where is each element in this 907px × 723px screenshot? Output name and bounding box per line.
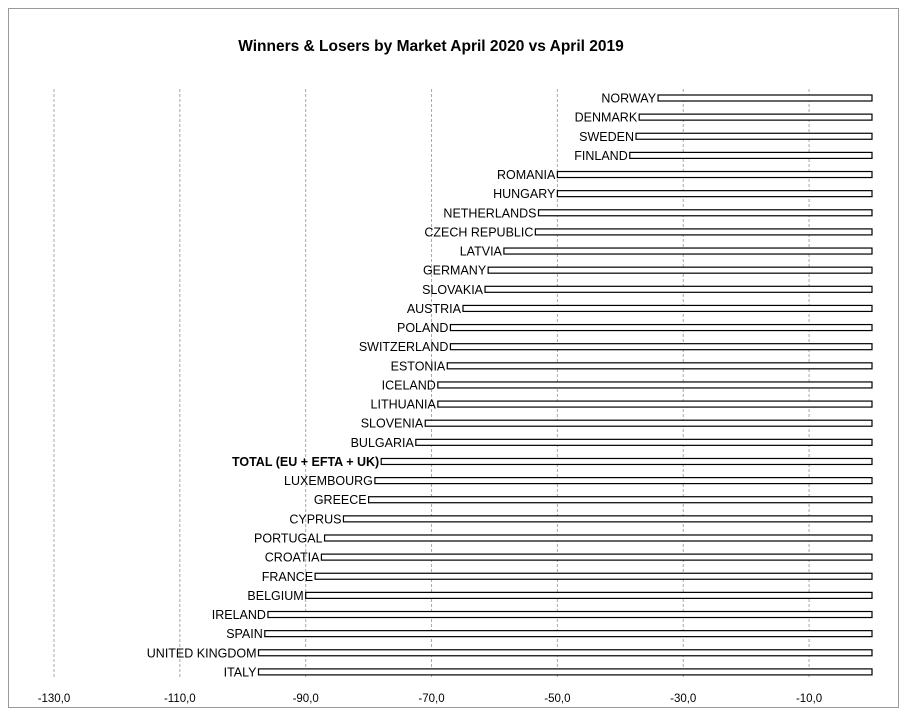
bar [257, 649, 873, 657]
bar [314, 572, 873, 580]
bar [415, 438, 873, 446]
bar [368, 496, 873, 504]
bar [305, 591, 873, 599]
bar [484, 285, 873, 293]
category-label: ITALY [224, 665, 258, 679]
category-label: FINLAND [574, 149, 627, 163]
category-label: HUNGARY [493, 187, 556, 201]
bar [437, 381, 873, 389]
category-label: CZECH REPUBLIC [424, 225, 533, 239]
bars [257, 94, 873, 676]
chart-title: Winners & Losers by Market April 2020 vs… [238, 38, 624, 55]
bar [657, 94, 873, 102]
x-axis-ticks: -130,0 -110,0 -90,0 -70,0 -50,0 -30,0 -10,0 [38, 693, 822, 705]
bar [264, 630, 873, 638]
category-label: POLAND [397, 321, 448, 335]
bar [556, 170, 873, 179]
x-tick-label: -10,0 [796, 693, 822, 705]
x-tick-label: -130,0 [38, 693, 71, 705]
category-label: PORTUGAL [254, 531, 323, 545]
bar [462, 304, 873, 313]
x-tick-label: -70,0 [418, 693, 444, 705]
chart-frame: Winners & Losers by Market April 2020 vs… [8, 8, 899, 708]
category-label: ROMANIA [497, 168, 556, 182]
x-tick-label: -30,0 [670, 693, 696, 705]
category-label: BELGIUM [247, 589, 303, 603]
bar [449, 323, 873, 332]
bar [503, 247, 873, 255]
bar [556, 190, 873, 198]
category-label: AUSTRIA [407, 302, 462, 316]
category-label: LITHUANIA [371, 398, 437, 412]
bar [424, 419, 873, 427]
category-label: GREECE [314, 493, 367, 507]
bar [446, 362, 873, 370]
category-label: ESTONIA [391, 359, 446, 373]
category-label: DENMARK [575, 111, 638, 125]
category-label: ICELAND [382, 378, 436, 392]
category-label: GERMANY [423, 264, 487, 278]
category-label: NETHERLANDS [443, 206, 536, 220]
x-tick-label: -110,0 [164, 693, 196, 705]
bar [449, 343, 873, 351]
bar [342, 515, 873, 523]
bar [537, 209, 873, 217]
category-label: SWITZERLAND [359, 340, 449, 354]
category-label: CROATIA [265, 551, 320, 565]
category-label: LATVIA [460, 245, 503, 259]
category-label: LUXEMBOURG [284, 474, 373, 488]
bar [267, 610, 873, 619]
bar [437, 400, 873, 408]
category-label: SLOVENIA [361, 417, 424, 431]
category-label: FRANCE [262, 570, 313, 584]
bar [635, 132, 873, 140]
bar [487, 266, 873, 274]
category-label: UNITED KINGDOM [147, 646, 257, 660]
bar [257, 668, 873, 676]
bar [638, 113, 873, 121]
category-label: SLOVAKIA [422, 283, 484, 297]
category-label: SPAIN [226, 627, 263, 641]
bar [374, 477, 873, 485]
x-tick-label: -90,0 [293, 693, 319, 705]
category-label: CYPRUS [289, 512, 341, 526]
category-label: IRELAND [212, 608, 266, 622]
bar [534, 228, 873, 236]
category-label: BULGARIA [351, 436, 415, 450]
category-labels: NORWAY DENMARK SWEDEN FINLAND ROMANIA HUNGARY… [147, 92, 657, 680]
bar-chart: Winners & Losers by Market April 2020 vs… [38, 38, 873, 705]
bar [320, 553, 873, 561]
category-label: TOTAL (EU + EFTA + UK) [232, 455, 379, 469]
bar [629, 151, 873, 159]
x-tick-label: -50,0 [544, 693, 570, 705]
category-label: NORWAY [601, 92, 656, 106]
category-label: SWEDEN [579, 130, 634, 144]
bar [380, 457, 873, 466]
bar [323, 534, 873, 542]
